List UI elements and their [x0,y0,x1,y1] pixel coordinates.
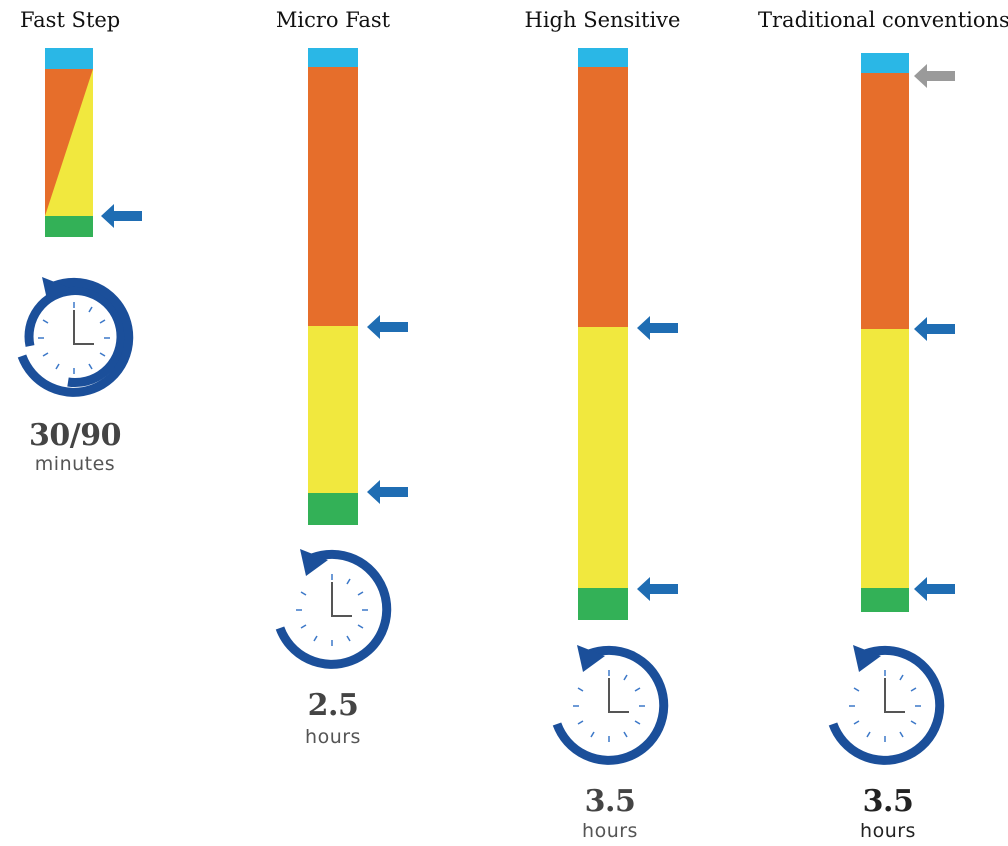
bar-segment-yellow [308,326,358,493]
clock-icon [828,645,945,765]
bar-segment-orange [578,67,628,327]
bar-segment-orange [861,73,909,329]
bar-segment-green [578,588,628,620]
bar-segment-green [45,216,93,237]
left-arrow-icon [914,317,955,341]
duration-value: 3.5 [584,784,636,819]
duration-unit: minutes [34,453,116,475]
column-title-high-sensitive: High Sensitive [524,8,681,32]
bar-segment-orange-yellow-split [45,69,93,216]
clock-icon [552,645,669,765]
column-title-micro-fast: Micro Fast [275,8,391,32]
bar-segment-green [861,588,909,612]
duration-unit: hours [305,726,361,748]
bar-segment-cyan [578,48,628,67]
duration-value: 30/90 [29,418,121,453]
bar-segment-cyan [45,48,93,69]
bar-segment-yellow [578,327,628,588]
bar-segment-green [308,493,358,525]
left-arrow-icon [367,480,408,504]
bar-segment-cyan [308,48,358,67]
left-arrow-icon [101,204,142,228]
duration-value: 3.5 [862,784,914,819]
left-arrow-icon [367,315,408,339]
bar-segment-orange [308,67,358,326]
left-arrow-icon [637,316,678,340]
duration-unit: hours [860,820,916,842]
column-title-traditional-conventions: Traditional conventions [758,8,1008,32]
duration-value: 2.5 [307,688,359,723]
left-arrow-gray-icon [914,64,955,88]
duration-unit: hours [582,820,638,842]
bar-segment-yellow [861,329,909,588]
bar-segment-cyan [861,53,909,73]
left-arrow-icon [914,577,955,601]
left-arrow-icon [637,577,678,601]
column-title-fast-step: Fast Step [20,8,121,32]
clock-icon [275,549,392,669]
clock-icon [17,277,134,397]
